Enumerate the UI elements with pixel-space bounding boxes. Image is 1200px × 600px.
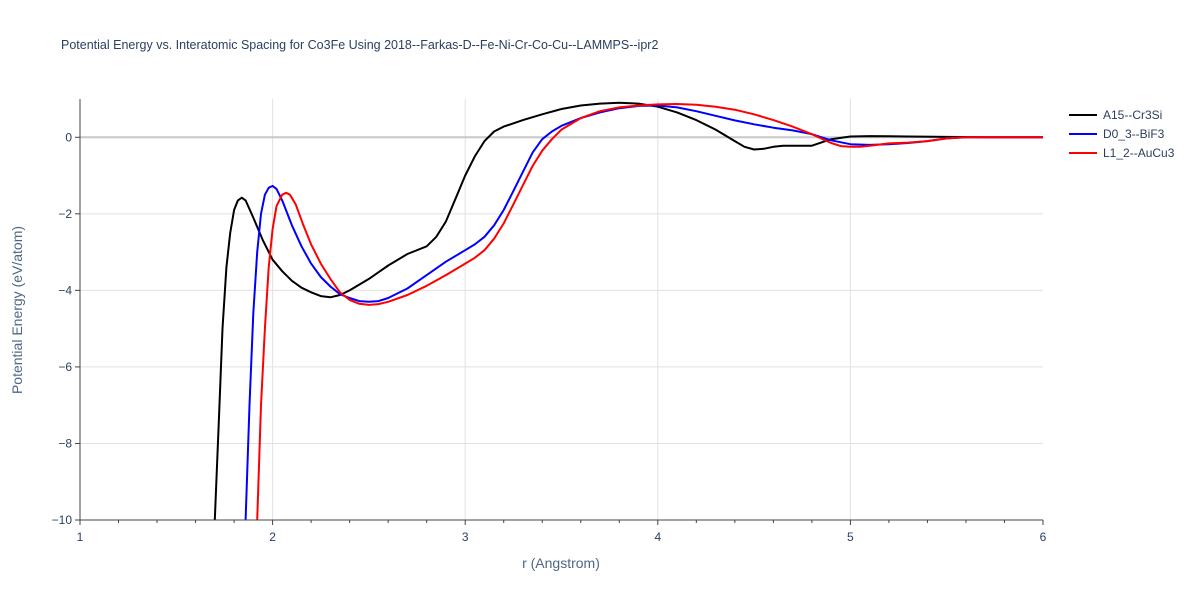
chart-title: Potential Energy vs. Interatomic Spacing… (61, 38, 659, 52)
x-axis-title: r (Angstrom) (522, 555, 600, 571)
y-axis-title: Potential Energy (eV/atom) (9, 226, 25, 394)
x-tick-label: 2 (269, 530, 276, 544)
series-line-1 (213, 101, 1043, 520)
x-tick-label: 1 (77, 530, 84, 544)
legend-item[interactable]: A15--Cr3Si (1069, 108, 1162, 122)
legend[interactable]: A15--Cr3Si D0_3--BiF3 L1_2--AuCu3 (1069, 108, 1175, 160)
x-tick-label: 6 (1040, 530, 1047, 544)
legend-label: D0_3--BiF3 (1103, 127, 1165, 141)
axes: 1 2 3 4 5 6 −10 −8 −6 −4 −2 0 (52, 99, 1047, 544)
legend-item[interactable]: L1_2--AuCu3 (1069, 146, 1175, 160)
series-lines (213, 101, 1043, 520)
x-tick-label: 3 (462, 530, 469, 544)
y-tick-label: −2 (58, 207, 72, 221)
series-line-2 (244, 104, 1043, 520)
y-tick-label: −4 (58, 283, 72, 297)
x-tick-label: 4 (654, 530, 661, 544)
series-line-3 (256, 103, 1043, 520)
y-tick-label: −8 (58, 436, 72, 450)
legend-item[interactable]: D0_3--BiF3 (1069, 127, 1165, 141)
legend-label: A15--Cr3Si (1103, 108, 1162, 122)
y-tick-label: 0 (65, 130, 72, 144)
legend-label: L1_2--AuCu3 (1103, 146, 1175, 160)
x-tick-label: 5 (847, 530, 854, 544)
y-tick-label: −10 (52, 513, 73, 527)
y-tick-label: −6 (58, 360, 72, 374)
